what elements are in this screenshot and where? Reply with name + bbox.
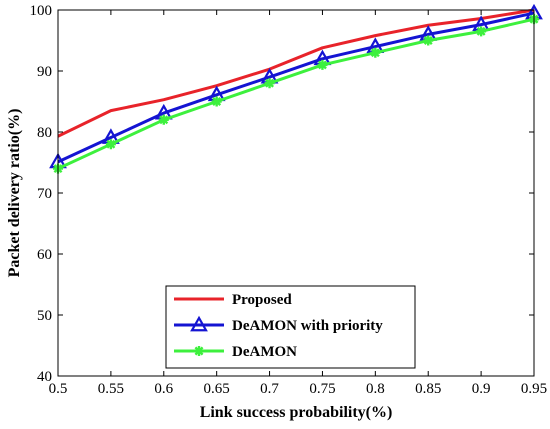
star-marker [264, 78, 275, 89]
star-marker [476, 26, 487, 37]
x-tick-label: 0.6 [154, 381, 173, 397]
y-axis-title: Packet delivery ratio(%) [6, 109, 23, 278]
x-tick-label: 0.85 [415, 381, 441, 397]
x-tick-label: 0.8 [366, 381, 385, 397]
legend-label: DeAMON [232, 344, 297, 360]
series-layer [49, 3, 543, 174]
ticks-layer: 0.5 0.55 0.6 0.65 0.7 0.75 0.8 0.85 0.9 0.95 40 50 6… [30, 3, 548, 397]
x-tick-label: 0.9 [472, 381, 491, 397]
star-marker [211, 96, 222, 107]
star-marker [317, 59, 328, 70]
y-tick-label: 80 [37, 125, 52, 141]
series-0 [57, 8, 535, 138]
legend-item-deamon: DeAMON [174, 344, 297, 360]
series-line [57, 8, 535, 138]
star-marker [423, 35, 434, 46]
x-tick-label: 0.55 [98, 381, 124, 397]
star-marker [370, 47, 381, 58]
star-marker [105, 139, 116, 150]
legend-label: DeAMON with priority [232, 318, 383, 334]
y-tick-label: 50 [37, 308, 52, 324]
series-line [57, 11, 535, 164]
y-tick-label: 60 [37, 247, 52, 263]
y-tick-label: 100 [30, 3, 53, 19]
y-tick-label: 90 [37, 64, 52, 80]
legend-item-deamon-with-priority: DeAMON with priority [174, 315, 383, 334]
legend-label: Proposed [232, 292, 292, 308]
x-axis-title: Link success probability(%) [200, 404, 393, 421]
series-1 [49, 3, 543, 169]
series-line [57, 17, 535, 170]
legend-item-proposed: Proposed [174, 292, 292, 308]
x-tick-label: 0.7 [260, 381, 279, 397]
y-tick-label: 40 [37, 369, 52, 385]
x-tick-label: 0.5 [49, 381, 68, 397]
star-marker [194, 346, 204, 356]
legend: Proposed DeAMON with priority DeAMON [165, 285, 416, 369]
y-tick-label: 70 [37, 186, 52, 202]
star-marker [158, 114, 169, 125]
triangle-marker [190, 315, 208, 332]
x-tick-label: 0.95 [521, 381, 547, 397]
x-tick-label: 0.75 [309, 381, 335, 397]
series-2 [53, 14, 539, 174]
x-tick-label: 0.65 [204, 381, 230, 397]
